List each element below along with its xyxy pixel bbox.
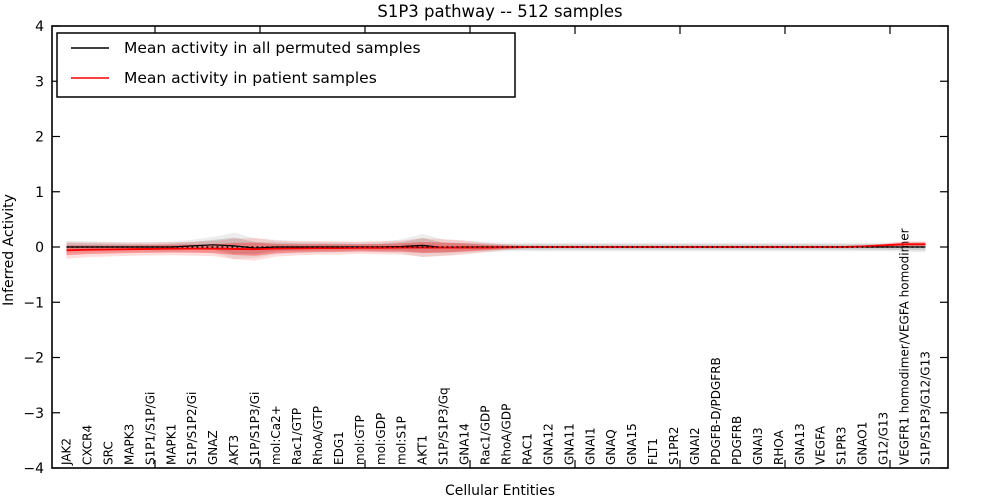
x-category-label: MAPK1 bbox=[164, 424, 178, 465]
permuted-band-outer bbox=[66, 232, 926, 260]
legend: Mean activity in all permuted samples Me… bbox=[56, 32, 516, 98]
y-tick-label: 2 bbox=[35, 130, 44, 146]
x-category-label: GNAO1 bbox=[856, 422, 870, 465]
x-category-label: RhoA/GTP bbox=[311, 406, 325, 465]
x-category-label: S1P/S1P3/Gi bbox=[248, 392, 262, 465]
x-category-label: G12/G13 bbox=[877, 412, 891, 465]
x-category-label: S1P/S1P2/Gi bbox=[185, 392, 199, 465]
y-tick-label: 3 bbox=[35, 74, 44, 90]
x-category-label: RAC1 bbox=[520, 433, 534, 465]
y-tick-label: 4 bbox=[35, 19, 44, 35]
x-category-label: Rac1/GTP bbox=[290, 408, 304, 465]
x-category-label: S1PR3 bbox=[835, 427, 849, 465]
x-category-label: PDGFRB bbox=[730, 416, 744, 465]
y-tick-label: −4 bbox=[23, 461, 44, 477]
x-category-label: SRC bbox=[101, 441, 115, 465]
x-category-label: AKT3 bbox=[227, 435, 241, 465]
x-category-label: VEGFA bbox=[814, 425, 828, 465]
y-tick-label: 1 bbox=[35, 185, 44, 201]
y-tick-label: −2 bbox=[23, 351, 44, 367]
x-category-label: GNA12 bbox=[541, 423, 555, 465]
patient-band-outer bbox=[66, 237, 926, 261]
x-category-label: S1P1/S1P/Gi bbox=[143, 392, 157, 465]
x-category-label: GNAQ bbox=[604, 429, 618, 465]
x-category-label: S1PR2 bbox=[667, 427, 681, 465]
x-category-label: GNA14 bbox=[458, 423, 472, 465]
y-tick-label: −1 bbox=[23, 295, 44, 311]
x-category-label: GNAZ bbox=[206, 430, 220, 465]
x-category-label: EDG1 bbox=[332, 431, 346, 465]
x-category-label: GNA11 bbox=[562, 423, 576, 465]
legend-label-permuted: Mean activity in all permuted samples bbox=[124, 39, 421, 57]
legend-label-patient: Mean activity in patient samples bbox=[124, 69, 377, 87]
y-axis-label: Inferred Activity bbox=[1, 194, 17, 306]
x-category-label: mol:S1P bbox=[395, 416, 409, 465]
x-category-label: mol:GDP bbox=[374, 413, 388, 465]
x-category-label: Rac1/GDP bbox=[479, 406, 493, 465]
x-category-label: GNAI3 bbox=[751, 427, 765, 465]
patient-band-inner bbox=[66, 242, 926, 256]
x-category-label: AKT1 bbox=[416, 435, 430, 465]
x-category-label: GNAI2 bbox=[688, 427, 702, 465]
x-category-label: mol:GTP bbox=[353, 415, 367, 465]
x-category-label: FLT1 bbox=[646, 438, 660, 465]
y-tick-label: 0 bbox=[35, 240, 44, 256]
plot-area: JAK2 CXCR4 SRC MAPK3 S1P1/S1P/Gi MAPK1 S1P/S1P… bbox=[23, 19, 949, 477]
x-category-label: GNA13 bbox=[793, 423, 807, 465]
x-category-label: RHOA bbox=[772, 429, 786, 465]
x-category-label: VEGFR1 homodimer/VEGFA homodimer bbox=[898, 228, 912, 465]
x-category-label: S1P/S1P3/Gq bbox=[437, 387, 451, 465]
x-category-label: S1P/S1P3/G12/G13 bbox=[919, 351, 933, 465]
x-category-label: mol:Ca2+ bbox=[269, 405, 283, 465]
legend-box bbox=[56, 32, 516, 98]
permuted-band-inner bbox=[66, 237, 926, 255]
x-category-label: MAPK3 bbox=[122, 424, 136, 465]
x-category-label: PDGFB-D/PDGFRB bbox=[709, 357, 723, 465]
x-axis-label: Cellular Entities bbox=[445, 483, 555, 499]
x-category-label: GNAI1 bbox=[583, 427, 597, 465]
x-category-label: JAK2 bbox=[60, 438, 74, 466]
y-tick-label: −3 bbox=[23, 406, 44, 422]
chart-title: S1P3 pathway -- 512 samples bbox=[377, 2, 622, 21]
x-category-label: GNA15 bbox=[625, 423, 639, 465]
x-category-label: RhoA/GDP bbox=[499, 404, 513, 465]
x-category-label: CXCR4 bbox=[80, 425, 94, 465]
